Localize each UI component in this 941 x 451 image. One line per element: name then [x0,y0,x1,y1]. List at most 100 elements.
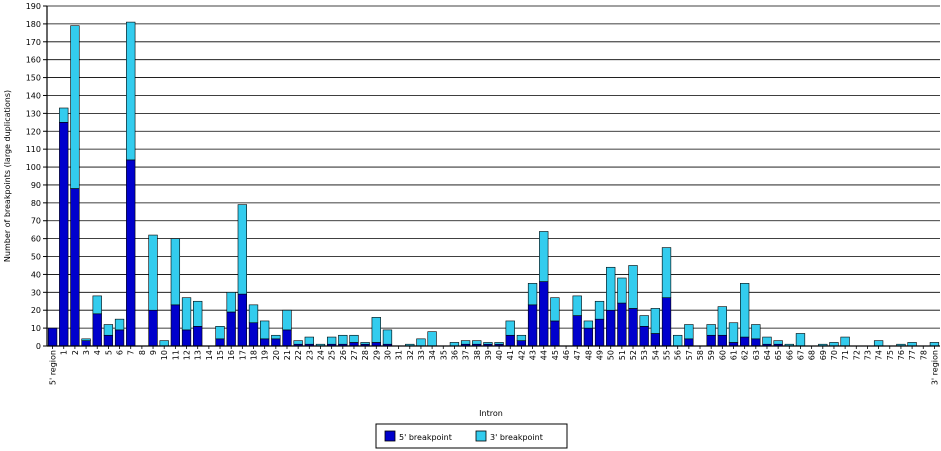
bar-3prime [650,308,661,334]
x-tick-label: 73 [863,350,872,360]
x-tick-label: 36 [450,350,459,360]
x-tick-label: 21 [283,350,292,360]
bar-5prime [650,333,661,347]
x-tick-label: 31 [395,350,404,360]
x-tick-label: 6 [116,350,125,355]
x-tick-label: 32 [406,350,415,360]
x-tick-label: 28 [361,350,370,360]
y-tick-label: 80 [31,199,41,208]
x-tick-label: 24 [316,350,325,360]
bar-5prime [260,338,270,347]
bar-3prime [248,304,259,324]
bar-5prime [193,326,203,347]
bar-5prime [583,327,594,347]
bar-5prime [226,311,236,347]
bar-5prime [706,334,716,347]
x-tick-label: 35 [439,350,448,360]
bar-5prime [594,318,605,347]
y-tick-label: 100 [26,163,41,172]
bar-3prime [550,297,560,322]
x-tick-label: 72 [852,350,861,360]
legend-swatch-5prime [384,430,396,442]
x-tick-label: 13 [194,350,203,360]
bar-3prime [237,204,247,295]
y-tick-label: 50 [31,253,41,262]
x-tick-label: 29 [372,350,381,360]
bar-5prime [751,338,761,347]
x-tick-label: 66 [785,350,794,360]
bar-3prime [215,326,225,340]
x-tick-label: 15 [216,350,225,360]
bar-5prime [248,322,259,347]
y-tick-label: 130 [26,109,41,118]
y-tick-label: 110 [26,145,41,154]
y-tick-label: 180 [26,20,41,29]
bar-3prime [170,238,181,306]
bar-3prime [840,336,850,347]
x-tick-label: 20 [272,350,281,360]
x-tick-label: 65 [774,350,783,360]
bar-3prime [193,300,203,327]
bar-3prime [583,320,594,329]
bar-5prime [237,293,247,347]
bar-5prime [628,308,638,347]
x-tick-label: 45 [551,350,560,360]
y-tick-label: 0 [36,342,41,351]
x-tick-label: 67 [796,350,805,360]
bar-3prime [304,336,314,345]
x-tick-label: 71 [841,350,850,360]
bar-5prime [114,329,125,347]
x-tick-label: 4 [93,350,102,355]
bar-5prime [550,320,560,347]
bar-5prime [126,159,136,347]
bar-3prime [271,334,281,340]
bar-3prime [762,336,772,345]
bar-5prime [639,326,649,347]
x-tick-label: 77 [908,350,917,360]
x-tick-label: 12 [183,350,192,360]
x-tick-label: 17 [238,350,247,360]
bar-3prime [639,315,649,327]
x-tick-label: 76 [897,350,906,360]
bar-3prime [92,295,102,315]
x-tick-label: 63 [752,350,761,360]
bar-3prime [873,340,884,347]
y-tick-label: 120 [26,127,41,136]
x-tick-label: 54 [651,350,660,360]
x-tick-label: 33 [417,350,426,360]
bar-3prime [371,317,381,343]
x-tick-label: 42 [517,350,526,360]
x-tick-label: 57 [685,350,694,360]
bar-5prime [81,340,91,347]
bar-5prime [181,329,192,347]
x-tick-label: 44 [540,350,549,360]
bar-3prime [505,320,515,336]
bar-3prime [148,234,158,311]
x-tick-label: 18 [250,350,259,360]
x-tick-label: 23 [305,350,314,360]
bar-5prime [661,297,672,347]
x-tick-label: 30 [383,350,392,360]
bar-5prime [516,340,527,347]
x-tick-label: 3' region [930,350,939,385]
y-tick-labels: 0 10 20 30 40 50 60 70 80 90 100 110 120 130 140 150 160… [26,2,47,351]
bar-5prime [572,315,582,347]
bar-3prime [70,25,80,189]
x-tick-label: 46 [562,350,571,360]
bar-5prime [271,338,281,347]
bar-3prime [606,266,616,311]
bars [47,21,940,347]
x-tick-label: 22 [294,350,303,360]
y-axis-title: Number of breakpoints (large duplication… [3,90,12,262]
y-tick-label: 170 [26,38,41,47]
x-axis-title: Intron [479,409,503,418]
x-tick-label: 37 [462,350,471,360]
bar-3prime [572,295,582,316]
x-tick-label: 47 [573,350,582,360]
x-tick-label: 10 [160,350,169,360]
x-tick-label: 41 [506,350,515,360]
x-tick-label: 9 [149,350,158,355]
x-tick-label: 43 [529,350,538,360]
bar-3prime [706,324,716,336]
y-tick-label: 40 [31,270,41,279]
